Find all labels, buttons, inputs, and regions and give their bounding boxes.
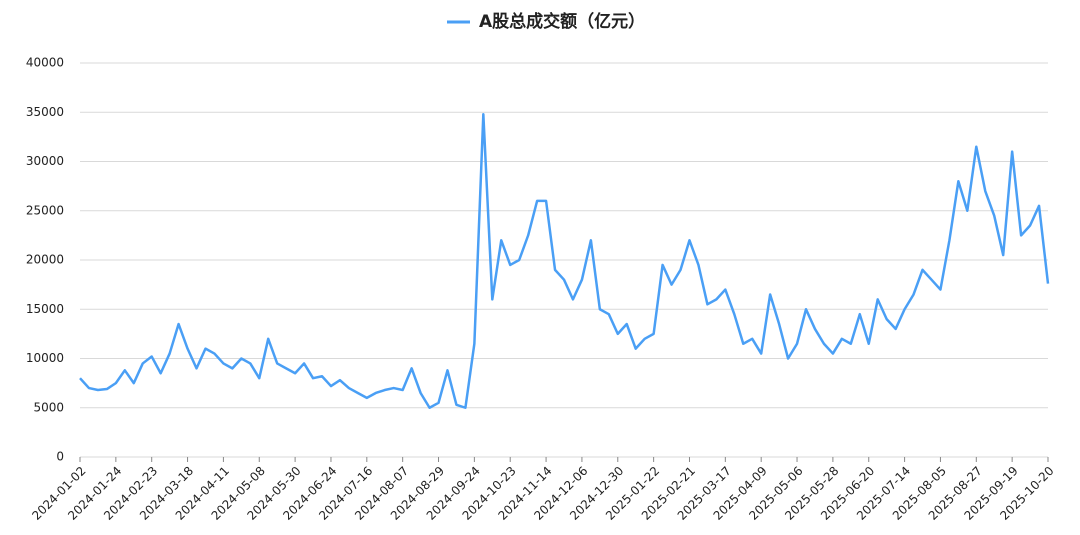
y-tick-label: 0 (56, 450, 64, 464)
y-tick-label: 35000 (26, 105, 64, 119)
y-tick-label: 10000 (26, 351, 64, 365)
y-tick-label: 40000 (26, 56, 64, 70)
y-tick-label: 25000 (26, 203, 64, 217)
legend-label: A股总成交额（亿元） (479, 11, 645, 32)
y-tick-label: 20000 (26, 253, 64, 267)
series-line (79, 112, 1050, 409)
y-tick-label: 15000 (26, 302, 64, 316)
y-tick-label: 5000 (33, 400, 64, 414)
y-tick-label: 30000 (26, 154, 64, 168)
